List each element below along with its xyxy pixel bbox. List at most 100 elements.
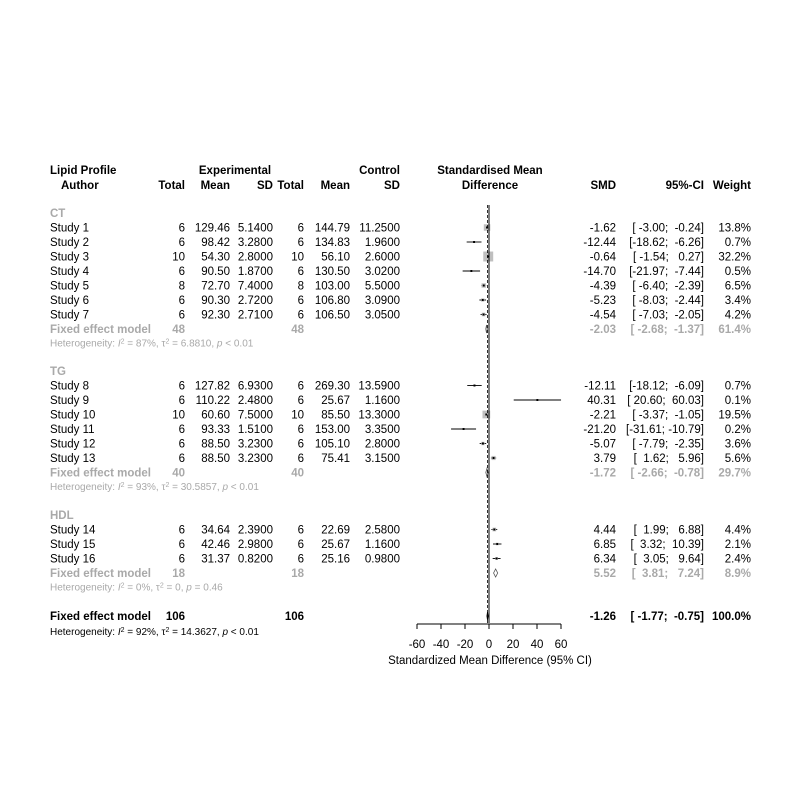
heterogeneity-part: 2	[165, 482, 169, 489]
exp-mean: 90.30	[201, 295, 230, 307]
heterogeneity-part: = 92%,	[125, 627, 162, 638]
heterogeneity-part: I	[118, 627, 121, 638]
overall-ctrl-total: 106	[285, 611, 304, 623]
smd-value: -5.07	[590, 439, 616, 451]
x-tick-label: -60	[409, 639, 426, 651]
heterogeneity-part: = 93%,	[125, 482, 162, 493]
study-author: Study 9	[50, 395, 89, 407]
heterogeneity-part: = 30.5857,	[169, 482, 222, 493]
exp-total: 6	[179, 295, 185, 307]
weight-value: 0.2%	[725, 424, 751, 436]
heterogeneity-part: I	[118, 482, 121, 493]
ctrl-mean: 106.50	[315, 310, 350, 322]
exp-sd: 2.8000	[238, 252, 273, 264]
weight-value: 61.4%	[718, 324, 751, 336]
exp-mean: 54.30	[201, 252, 230, 264]
heterogeneity-part: 2	[160, 582, 164, 589]
heterogeneity-part: p	[221, 627, 228, 638]
exp-total: 6	[179, 237, 185, 249]
ctrl-mean: 134.83	[315, 237, 350, 249]
ctrl-sd: 13.5900	[358, 381, 400, 393]
study-author: Study 3	[50, 252, 89, 264]
exp-total: 8	[179, 281, 185, 293]
heterogeneity-text: Heterogeneity: I2 = 92%, τ2 = 14.3627, p…	[50, 627, 259, 639]
heterogeneity-part: 2	[121, 482, 125, 489]
ci-value: [ 20.60; 60.03]	[627, 395, 704, 407]
heterogeneity-part: 2	[165, 338, 169, 345]
heterogeneity-part: τ	[161, 482, 165, 493]
ci-value: [-18.12; -6.09]	[629, 381, 704, 393]
exp-mean: 92.30	[201, 310, 230, 322]
heterogeneity-part: < 0.01	[222, 339, 253, 350]
weight-value: 4.4%	[725, 525, 751, 537]
exp-mean: 98.42	[201, 237, 230, 249]
smd-value: 6.34	[594, 554, 617, 566]
ctrl-total: 6	[298, 237, 304, 249]
header-smd: SMD	[590, 180, 616, 192]
exp-total: 10	[172, 410, 185, 422]
weight-value: 8.9%	[725, 568, 751, 580]
ctrl-total: 6	[298, 439, 304, 451]
exp-total: 6	[179, 525, 185, 537]
smd-value: -14.70	[583, 266, 616, 278]
study-author: Study 2	[50, 237, 89, 249]
ctrl-sd: 13.3000	[358, 410, 400, 422]
weight-value: 0.7%	[725, 237, 751, 249]
exp-sd: 1.5100	[238, 424, 273, 436]
exp-mean: 34.64	[201, 525, 230, 537]
heterogeneity-part: τ	[161, 339, 165, 350]
ctrl-total: 6	[298, 453, 304, 465]
study-author: Study 8	[50, 381, 89, 393]
ctrl-total: 6	[298, 223, 304, 235]
ci-value: [ 1.99; 6.88]	[634, 525, 704, 537]
ci-value: [ -1.54; 0.27]	[633, 252, 704, 264]
heterogeneity-part: = 14.3627,	[169, 627, 222, 638]
heterogeneity-part: Heterogeneity:	[50, 627, 118, 638]
ctrl-sd: 3.3500	[365, 424, 400, 436]
ctrl-total: 40	[291, 468, 304, 480]
ctrl-mean: 144.79	[315, 223, 350, 235]
heterogeneity-part: Heterogeneity:	[50, 482, 118, 493]
x-axis-label: Standardized Mean Difference (95% CI)	[388, 655, 592, 667]
exp-sd: 2.7100	[238, 310, 273, 322]
header-author: Author	[61, 180, 99, 192]
exp-total: 6	[179, 453, 185, 465]
fixed-effect-label: Fixed effect model	[50, 468, 151, 480]
x-tick-label: 40	[531, 639, 544, 651]
ci-value: [ -2.66; -0.78]	[631, 468, 705, 480]
ctrl-mean: 103.00	[315, 281, 350, 293]
ctrl-sd: 1.1600	[365, 539, 400, 551]
header-col: SD	[384, 180, 400, 192]
exp-mean: 42.46	[201, 539, 230, 551]
header-col: Total	[277, 180, 304, 192]
smd-value: -21.20	[583, 424, 616, 436]
group-label: CT	[50, 208, 65, 220]
exp-sd: 2.7200	[238, 295, 273, 307]
heterogeneity-part: τ	[161, 627, 165, 638]
ctrl-sd: 3.1500	[365, 453, 400, 465]
heterogeneity-part: = 0,	[164, 583, 187, 594]
exp-sd: 7.5000	[238, 410, 273, 422]
heterogeneity-part: τ	[156, 583, 160, 594]
header-difference: Difference	[462, 180, 518, 192]
ctrl-sd: 0.9800	[365, 554, 400, 566]
exp-total: 18	[172, 568, 185, 580]
exp-mean: 88.50	[201, 453, 230, 465]
group-label: TG	[50, 366, 66, 378]
exp-sd: 3.2300	[238, 453, 273, 465]
ci-value: [-21.97; -7.44]	[629, 266, 704, 278]
ctrl-total: 6	[298, 395, 304, 407]
ctrl-mean: 25.67	[321, 539, 350, 551]
ctrl-sd: 1.1600	[365, 395, 400, 407]
ctrl-sd: 2.5800	[365, 525, 400, 537]
weight-value: 2.1%	[725, 539, 751, 551]
heterogeneity-part: < 0.01	[228, 627, 259, 638]
exp-total: 48	[172, 324, 185, 336]
exp-mean: 127.82	[195, 381, 230, 393]
ctrl-mean: 130.50	[315, 266, 350, 278]
ctrl-mean: 56.10	[321, 252, 350, 264]
ctrl-sd: 3.0200	[365, 266, 400, 278]
subgroup-diamond	[493, 568, 499, 578]
exp-sd: 5.1400	[238, 223, 273, 235]
smd-value: -5.23	[590, 295, 616, 307]
